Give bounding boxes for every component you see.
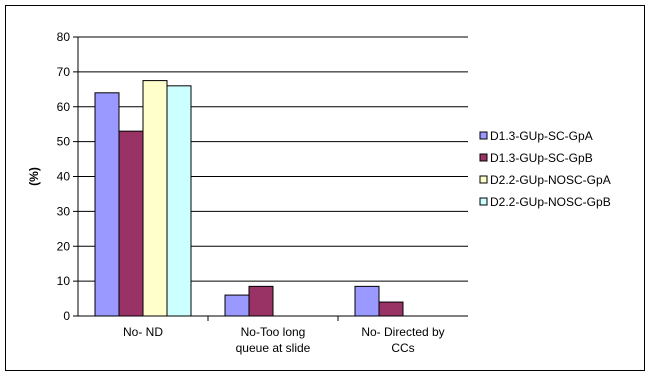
legend-swatch: [479, 131, 488, 140]
legend: D1.3-GUp-SC-GpA D1.3-GUp-SC-GpB D2.2-GUp-N…: [479, 129, 611, 209]
x-category-label: No- Directed by CCs: [361, 325, 444, 355]
y-tick-label: 10: [57, 274, 71, 288]
x-category-label-line: No- ND: [123, 325, 163, 339]
bar: [224, 294, 250, 317]
y-axis-title: (%): [27, 167, 41, 186]
y-tick-label: 40: [57, 170, 71, 184]
bar: [248, 285, 274, 317]
x-category-labels: No- ND No-Too long queue at slide No- Direc…: [123, 325, 445, 355]
y-tick-labels: 0 10 20 30 40 50 60 70 80: [57, 30, 71, 323]
legend-label: D1.3-GUp-SC-GpA: [490, 129, 593, 143]
bars: [94, 80, 404, 317]
y-tick-label: 20: [57, 239, 71, 253]
y-tick-label: 30: [57, 204, 71, 218]
legend-label: D2.2-GUp-NOSC-GpB: [490, 195, 611, 209]
x-category-label-line: No- Directed by: [361, 325, 444, 339]
x-category-label: No-Too long queue at slide: [236, 325, 311, 355]
bar: [166, 85, 192, 317]
y-tick-label: 0: [63, 309, 70, 323]
bar: [354, 285, 380, 317]
x-category-label: No- ND: [123, 325, 163, 339]
y-tick-label: 60: [57, 100, 71, 114]
legend-label: D2.2-GUp-NOSC-GpA: [490, 173, 611, 187]
x-category-label-line: queue at slide: [236, 341, 311, 355]
legend-swatch: [479, 197, 488, 206]
y-tick-label: 80: [57, 30, 71, 44]
bar: [94, 92, 120, 317]
bar: [142, 80, 168, 317]
bar: [118, 130, 144, 317]
x-category-label-line: CCs: [391, 341, 414, 355]
y-tick-label: 50: [57, 135, 71, 149]
legend-label: D1.3-GUp-SC-GpB: [490, 151, 593, 165]
axes: [73, 36, 468, 321]
bar: [378, 301, 404, 317]
legend-swatch: [479, 175, 488, 184]
legend-swatch: [479, 153, 488, 162]
y-tick-label: 70: [57, 65, 71, 79]
x-category-label-line: No-Too long: [241, 325, 306, 339]
